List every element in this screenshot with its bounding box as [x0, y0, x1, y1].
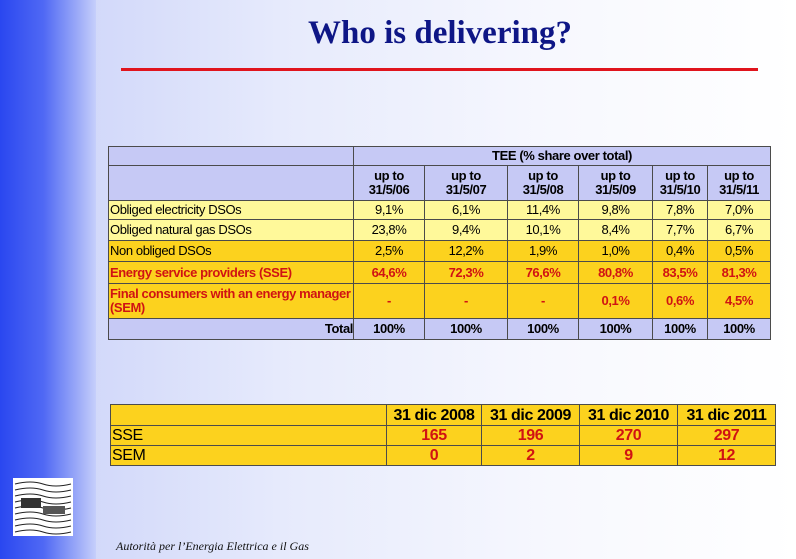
column-header: up to 31/5/06 — [353, 165, 425, 201]
cell: 100% — [652, 318, 708, 340]
column-header: up to 31/5/07 — [424, 165, 508, 201]
cell: 9 — [579, 445, 678, 466]
table-row: Energy service providers (SSE) 64,6% 72,… — [108, 261, 772, 284]
cell: 11,4% — [507, 200, 579, 220]
column-header: 31 dic 2009 — [481, 404, 580, 426]
cell: - — [507, 283, 579, 319]
cell: 6,1% — [424, 200, 508, 220]
row-label: Energy service providers (SSE) — [108, 261, 354, 284]
row-label: Obliged electricity DSOs — [108, 200, 354, 220]
cell: 297 — [677, 425, 776, 446]
cell: 2 — [481, 445, 580, 466]
corner-cell — [108, 146, 354, 166]
cell: 9,4% — [424, 219, 508, 241]
cell: 76,6% — [507, 261, 579, 284]
cell: 0,6% — [652, 283, 708, 319]
column-header: up to 31/5/08 — [507, 165, 579, 201]
cell: 4,5% — [706, 283, 772, 319]
table-row: Obliged electricity DSOs 9,1% 6,1% 11,4%… — [108, 200, 772, 220]
column-header: up to 31/5/09 — [578, 165, 653, 201]
corner-cell — [108, 165, 354, 201]
corner-cell — [110, 404, 387, 426]
cell: 12 — [677, 445, 776, 466]
cell: 100% — [706, 318, 772, 340]
row-label: Final consumers with an energy manager (… — [108, 283, 354, 319]
sidebar-band — [0, 0, 96, 559]
table-row: Obliged natural gas DSOs 23,8% 9,4% 10,1… — [108, 219, 772, 241]
row-label: Total — [108, 318, 354, 340]
cell: 83,5% — [652, 261, 708, 284]
cell: 1,9% — [507, 240, 579, 262]
cell: 64,6% — [353, 261, 425, 284]
cell: 80,8% — [578, 261, 653, 284]
cell: 100% — [578, 318, 653, 340]
sse-sem-count-table: 31 dic 2008 31 dic 2009 31 dic 2010 31 d… — [110, 404, 776, 466]
cell: - — [353, 283, 425, 319]
title-underline — [121, 68, 758, 71]
cell: 0,1% — [578, 283, 653, 319]
cell: 100% — [507, 318, 579, 340]
cell: 23,8% — [353, 219, 425, 241]
footer-credit: Autorità per l’Energia Elettrica e il Ga… — [116, 539, 309, 553]
table-row: Final consumers with an energy manager (… — [108, 283, 772, 319]
cell: 1,0% — [578, 240, 653, 262]
row-label: Obliged natural gas DSOs — [108, 219, 354, 241]
cell: 100% — [353, 318, 425, 340]
authority-logo-icon — [13, 478, 73, 536]
cell: 2,5% — [353, 240, 425, 262]
cell: 12,2% — [424, 240, 508, 262]
table-row: SEM 0 2 9 12 — [110, 445, 776, 466]
cell: 7,8% — [652, 200, 708, 220]
column-header: up to 31/5/11 — [706, 165, 772, 201]
cell: 0 — [386, 445, 482, 466]
cell: - — [424, 283, 508, 319]
cell: 7,7% — [652, 219, 708, 241]
cell: 165 — [386, 425, 482, 446]
column-header: 31 dic 2008 — [386, 404, 482, 426]
tee-share-table: TEE (% share over total) up to 31/5/06 up… — [108, 146, 772, 340]
cell: 72,3% — [424, 261, 508, 284]
slide-title: Who is delivering? — [307, 15, 573, 51]
cell: 9,8% — [578, 200, 653, 220]
column-header: 31 dic 2010 — [579, 404, 678, 426]
cell: 81,3% — [706, 261, 772, 284]
cell: 100% — [424, 318, 508, 340]
cell: 6,7% — [706, 219, 772, 241]
cell: 0,4% — [652, 240, 708, 262]
row-label: SSE — [110, 425, 387, 446]
cell: 0,5% — [706, 240, 772, 262]
cell: 196 — [481, 425, 580, 446]
column-header: 31 dic 2011 — [677, 404, 776, 426]
cell: 8,4% — [578, 219, 653, 241]
cell: 7,0% — [706, 200, 772, 220]
cell: 270 — [579, 425, 678, 446]
super-header: TEE (% share over total) — [352, 146, 772, 166]
column-header: up to 31/5/10 — [652, 165, 708, 201]
total-row: Total 100% 100% 100% 100% 100% 100% — [108, 318, 772, 340]
row-label: Non obliged DSOs — [108, 240, 354, 262]
table-row: SSE 165 196 270 297 — [110, 425, 776, 446]
cell: 9,1% — [353, 200, 425, 220]
cell: 10,1% — [507, 219, 579, 241]
table-row: Non obliged DSOs 2,5% 12,2% 1,9% 1,0% 0,… — [108, 240, 772, 262]
row-label: SEM — [110, 445, 387, 466]
